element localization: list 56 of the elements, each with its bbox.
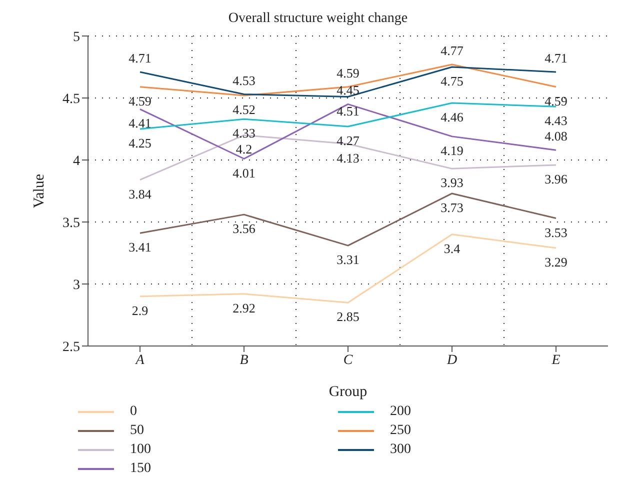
legend-label: 100 — [130, 442, 151, 458]
data-label: 4.71 — [128, 50, 152, 66]
data-label: 3.84 — [128, 186, 152, 202]
data-label: 4.77 — [440, 43, 464, 58]
data-label: 2.9 — [132, 302, 148, 318]
data-label: 4.01 — [232, 165, 256, 180]
x-tick-label: E — [550, 352, 561, 368]
legend-label: 50 — [130, 423, 144, 439]
chart-title: Overall structure weight change — [227, 10, 409, 28]
y-tick-label: 2.5 — [62, 340, 80, 355]
legend-label: 300 — [390, 442, 411, 458]
data-label: 2.92 — [232, 300, 256, 316]
data-label: 4.27 — [336, 133, 360, 148]
data-label: 4.71 — [544, 50, 568, 66]
data-label: 3.56 — [232, 221, 256, 236]
data-label: 4.52 — [232, 102, 256, 118]
x-tick-label: D — [446, 352, 458, 368]
data-label: 4.33 — [232, 126, 256, 141]
data-label: 3.41 — [128, 240, 152, 255]
legend-label: 200 — [390, 404, 411, 420]
y-tick-label: 5 — [73, 30, 80, 45]
data-label: 4.41 — [128, 116, 152, 131]
y-axis-title: Value — [31, 174, 48, 208]
x-tick-label: B — [240, 352, 249, 368]
data-label: 3.96 — [544, 171, 568, 186]
y-tick-label: 4 — [73, 154, 80, 169]
data-label: 4.19 — [440, 142, 464, 158]
y-tick-label: 4.5 — [62, 92, 80, 107]
data-label: 4.45 — [336, 82, 360, 98]
data-label: 4.43 — [544, 113, 568, 128]
data-label: 3.29 — [544, 254, 568, 270]
legend-label: 250 — [390, 423, 411, 439]
data-label: 4.46 — [440, 109, 464, 124]
x-axis-title: Group — [328, 384, 368, 400]
data-label: 2.85 — [336, 309, 360, 324]
legend-label: 0 — [130, 404, 137, 420]
data-label: 4.25 — [128, 136, 152, 150]
data-label: 4.08 — [544, 128, 568, 144]
data-label: 3.31 — [336, 252, 360, 268]
x-tick-label: C — [343, 352, 354, 368]
y-tick-label: 3 — [73, 278, 80, 293]
x-tick-label: A — [134, 352, 145, 368]
data-label: 4.51 — [336, 103, 360, 118]
data-label: 4.59 — [128, 93, 152, 108]
data-label: 4.59 — [544, 93, 568, 108]
data-label: 4.53 — [232, 72, 256, 88]
data-label: 4.59 — [336, 65, 360, 80]
data-label: 3.93 — [440, 175, 464, 190]
legend-label: 150 — [130, 461, 151, 477]
data-label: 3.73 — [440, 200, 464, 215]
data-label: 4.75 — [440, 74, 464, 88]
data-label: 4.13 — [336, 150, 360, 166]
y-tick-label: 3.5 — [62, 216, 80, 231]
data-label: 4.2 — [236, 142, 252, 157]
data-label: 3.53 — [544, 224, 568, 240]
data-label: 3.4 — [444, 240, 461, 256]
